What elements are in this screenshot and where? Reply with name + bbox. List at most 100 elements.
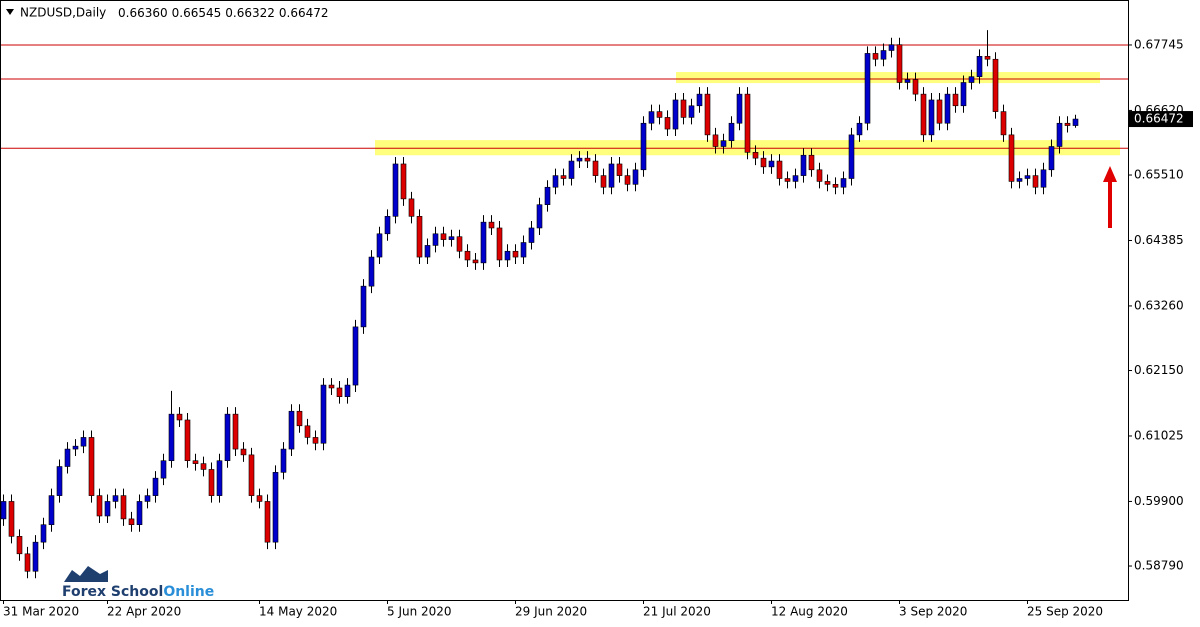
candle-body bbox=[608, 163, 615, 188]
ohlc-value: 0.66360 bbox=[118, 6, 168, 20]
candle-body bbox=[104, 501, 111, 517]
ohlc-header: 0.66360 0.66545 0.66322 0.66472 bbox=[118, 6, 329, 20]
x-tick-label: 29 Jun 2020 bbox=[515, 605, 587, 619]
candle-body bbox=[344, 384, 351, 398]
candle-body bbox=[248, 454, 255, 496]
candle-body bbox=[432, 233, 439, 246]
candle-body bbox=[176, 413, 183, 421]
ohlc-value: 0.66472 bbox=[279, 6, 329, 20]
candle-body bbox=[1032, 175, 1039, 188]
candle-body bbox=[8, 501, 15, 537]
candle-body bbox=[824, 181, 831, 185]
zone bbox=[676, 72, 1100, 84]
candle-body bbox=[48, 495, 55, 526]
candle-body bbox=[368, 256, 375, 287]
ohlc-value: 0.66545 bbox=[172, 6, 222, 20]
candle-body bbox=[808, 154, 815, 171]
candle-body bbox=[984, 56, 991, 60]
candle-body bbox=[528, 227, 535, 243]
price-label: 0.66472 bbox=[1134, 112, 1184, 126]
candle-body bbox=[536, 204, 543, 229]
chart-title: NZDUSD,Daily bbox=[20, 6, 106, 20]
candle-body bbox=[216, 460, 223, 496]
price-box bbox=[1129, 111, 1193, 128]
candle-body bbox=[600, 175, 607, 188]
candle-body bbox=[920, 93, 927, 136]
candle-body bbox=[336, 387, 343, 398]
candle-body bbox=[624, 175, 631, 185]
candle-body bbox=[144, 495, 151, 502]
logo-part: Forex School bbox=[62, 584, 163, 600]
candle-body bbox=[976, 56, 983, 77]
candle-body bbox=[760, 157, 767, 168]
candle-body bbox=[312, 437, 319, 444]
candle-body bbox=[832, 184, 839, 188]
candle-body bbox=[616, 163, 623, 176]
candle-body bbox=[896, 44, 903, 83]
x-tick-label: 12 Aug 2020 bbox=[771, 605, 848, 619]
candle-body bbox=[1040, 169, 1047, 188]
candle-body bbox=[1072, 118, 1079, 126]
candle-body bbox=[400, 163, 407, 200]
candle-body bbox=[720, 140, 727, 147]
candle-body bbox=[88, 437, 95, 496]
candle-body bbox=[632, 169, 639, 185]
candle-body bbox=[768, 160, 775, 168]
y-tick-label: 0.62150 bbox=[1134, 363, 1184, 377]
candle-body bbox=[1056, 122, 1063, 147]
candle-body bbox=[160, 460, 167, 479]
candle-body bbox=[280, 448, 287, 473]
candle-body bbox=[224, 413, 231, 462]
candle-body bbox=[496, 227, 503, 261]
candle-body bbox=[480, 221, 487, 264]
x-tick-label: 31 Mar 2020 bbox=[3, 605, 79, 619]
candle-body bbox=[352, 326, 359, 386]
candle-body bbox=[1008, 134, 1015, 182]
candle-body bbox=[848, 134, 855, 179]
candle-body bbox=[784, 178, 791, 182]
logo: Forex SchoolOnline bbox=[62, 566, 214, 600]
candle-body bbox=[360, 285, 367, 328]
logo-icon bbox=[64, 566, 108, 582]
candle-body bbox=[912, 79, 919, 95]
candle-body bbox=[952, 93, 959, 107]
y-tick-label: 0.63260 bbox=[1134, 298, 1184, 312]
candle-body bbox=[304, 425, 311, 438]
candle-body bbox=[392, 163, 399, 217]
candle-body bbox=[656, 111, 663, 118]
candle-body bbox=[232, 413, 239, 450]
candle-body bbox=[152, 477, 159, 496]
y-tick-label: 0.61025 bbox=[1134, 428, 1184, 442]
candle-body bbox=[112, 495, 119, 502]
y-tick-label: 0.67745 bbox=[1134, 37, 1184, 51]
candle-body bbox=[168, 413, 175, 462]
logo-text: Forex SchoolOnline bbox=[62, 584, 214, 600]
candle-body bbox=[96, 495, 103, 517]
candle-body bbox=[184, 419, 191, 462]
candle-body bbox=[64, 448, 71, 467]
candle-body bbox=[968, 76, 975, 83]
ohlc-value: 0.66322 bbox=[225, 6, 275, 20]
candle-body bbox=[776, 160, 783, 179]
candle-body bbox=[928, 99, 935, 136]
candle-body bbox=[120, 495, 127, 520]
candle-body bbox=[448, 236, 455, 240]
candle-body bbox=[576, 157, 583, 162]
candle-body bbox=[936, 99, 943, 124]
candle-body bbox=[264, 501, 271, 543]
candle-body bbox=[856, 122, 863, 136]
candle-body bbox=[704, 93, 711, 136]
logo-part: Online bbox=[163, 584, 214, 600]
candle-body bbox=[680, 99, 687, 118]
candle-body bbox=[792, 175, 799, 182]
candle-body bbox=[584, 157, 591, 162]
candle-body bbox=[424, 245, 431, 258]
candle-body bbox=[376, 233, 383, 258]
candle-body bbox=[872, 53, 879, 60]
candle-body bbox=[288, 410, 295, 450]
candle-body bbox=[384, 216, 391, 235]
candle-body bbox=[944, 93, 951, 124]
candle-body bbox=[744, 93, 751, 153]
candle-body bbox=[544, 186, 551, 205]
